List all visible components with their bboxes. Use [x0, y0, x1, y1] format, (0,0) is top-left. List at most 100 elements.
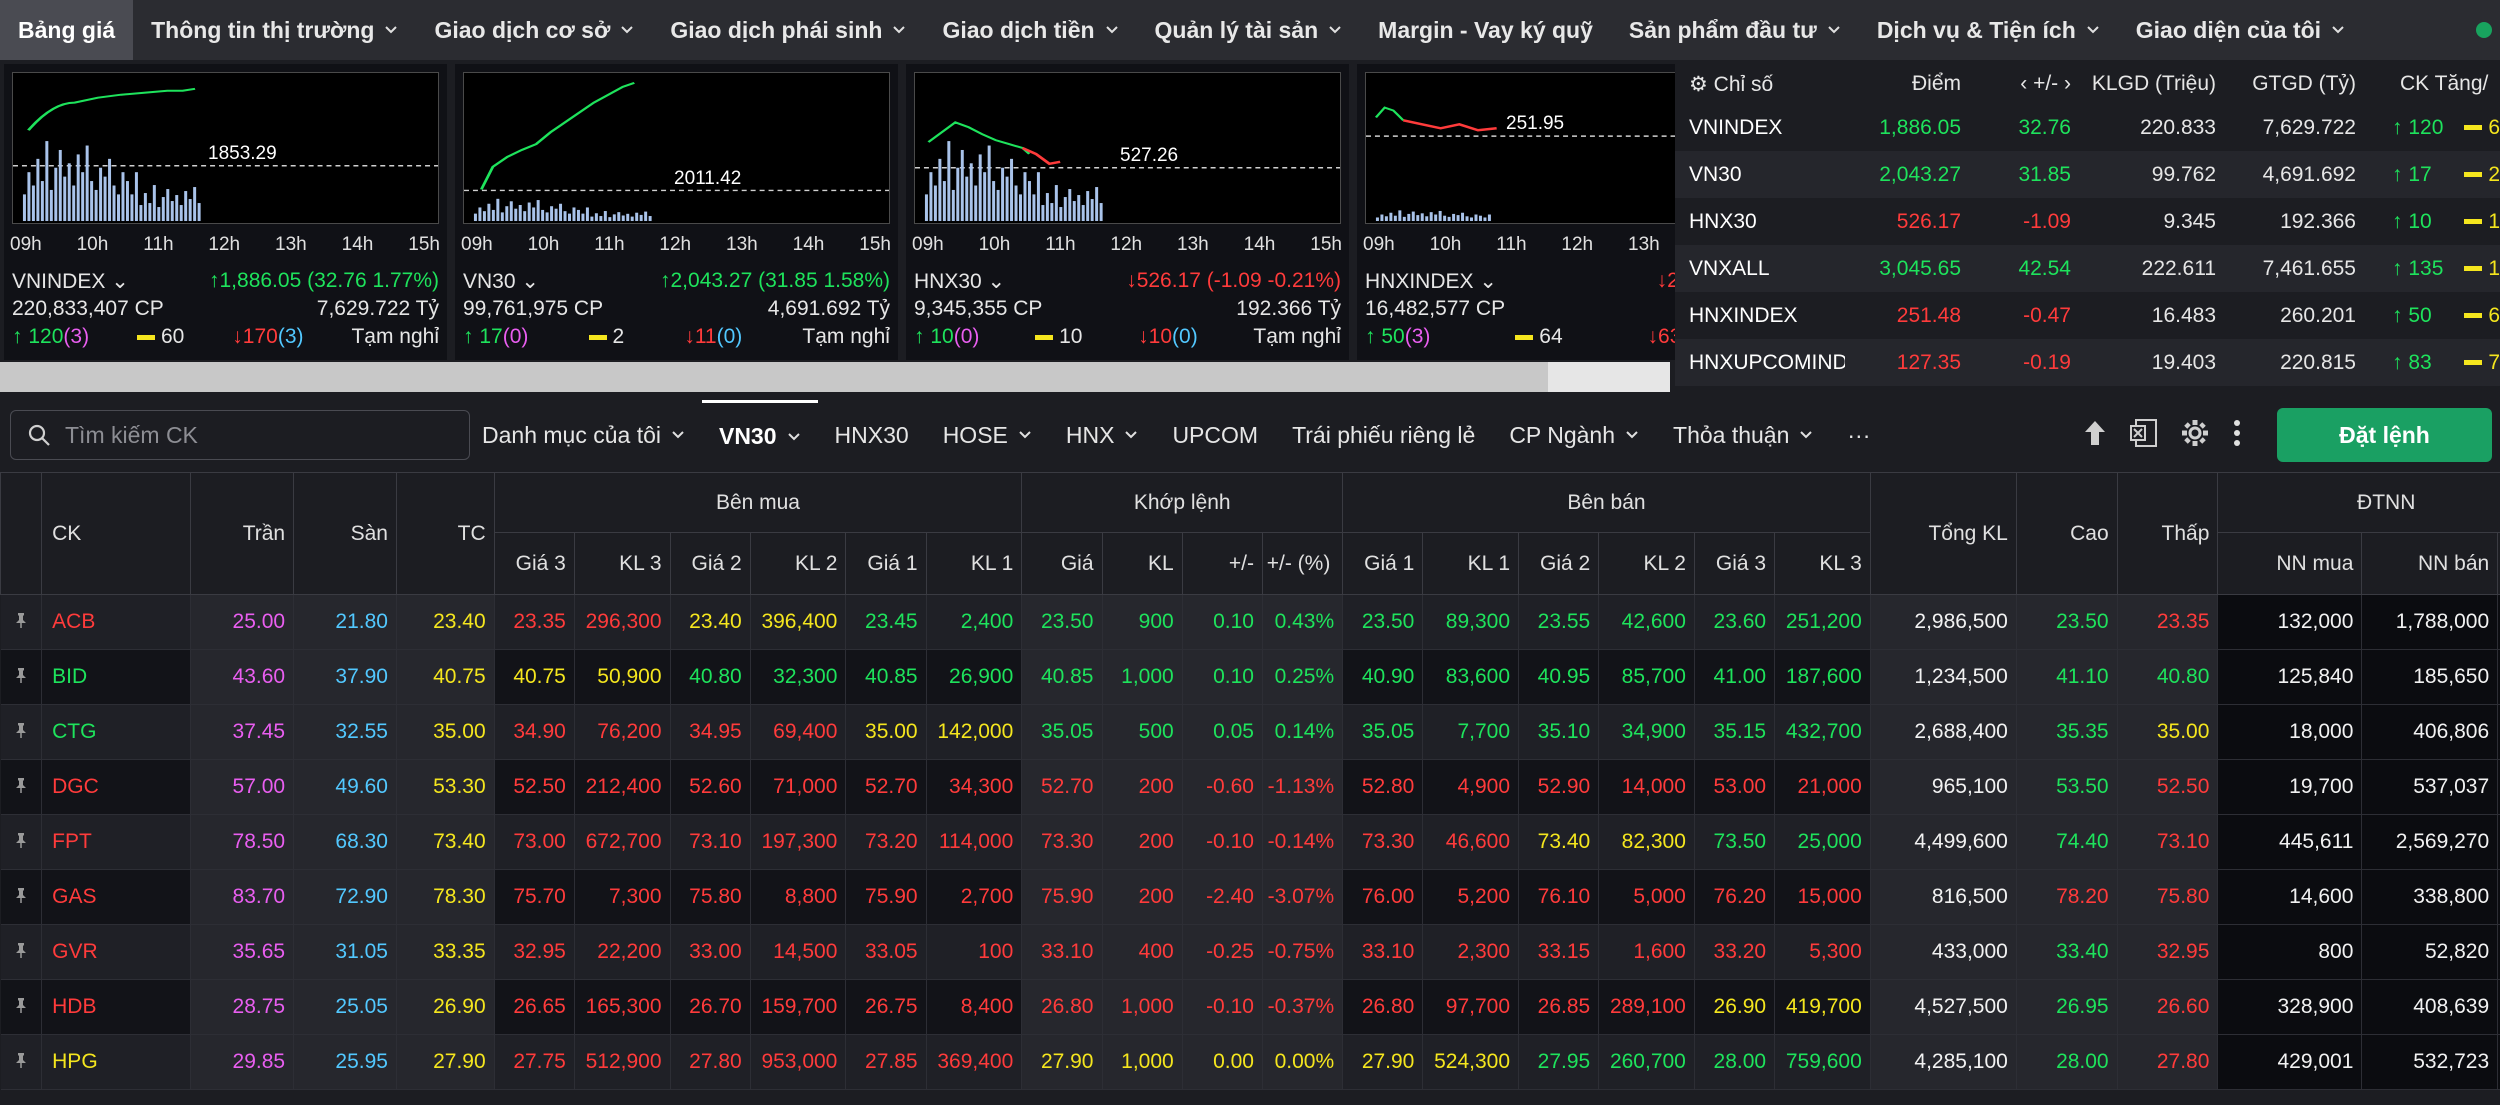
ask-1-price[interactable]: 33.10 — [1342, 924, 1424, 980]
ask-2-price[interactable]: 52.90 — [1518, 759, 1600, 815]
pin-cell[interactable] — [0, 704, 43, 760]
market-tab[interactable]: CP Ngành — [1492, 400, 1656, 470]
pin-cell[interactable] — [0, 1034, 43, 1090]
chevron-left-icon[interactable]: ‹ — [2020, 72, 2028, 95]
bid-2-price[interactable]: 26.70 — [670, 979, 751, 1035]
panel-index-name[interactable]: HNX30 ⌄ — [914, 269, 1005, 294]
pin-icon[interactable] — [14, 667, 28, 683]
index-panel[interactable]: 1853.29 09h 10h 11h 12h 13h 14h 15h VNINDEX ⌄ ↑1,… — [4, 64, 447, 360]
bid-2-price[interactable]: 23.40 — [670, 594, 751, 650]
stock-row[interactable]: FPT 78.50 68.30 73.40 73.00 672,700 73.10 197,3… — [0, 814, 2500, 870]
chevron-right-icon[interactable]: › — [2064, 72, 2071, 95]
pin-icon[interactable] — [14, 777, 28, 793]
stock-symbol[interactable]: CTG — [41, 704, 192, 760]
gear-icon[interactable]: ⚙ — [1689, 72, 1708, 96]
pin-cell[interactable] — [0, 924, 43, 980]
nav-item[interactable]: Giao dịch cơ sở — [416, 0, 652, 60]
nav-item[interactable]: Giao dịch tiền — [924, 0, 1136, 60]
match-price[interactable]: 73.30 — [1021, 814, 1103, 870]
nav-item[interactable]: Dịch vụ & Tiện ích — [1859, 0, 2118, 60]
bid-3-price[interactable]: 40.75 — [494, 649, 575, 705]
pin-cell[interactable] — [0, 814, 43, 870]
pin-cell[interactable] — [0, 759, 43, 815]
pin-icon[interactable] — [14, 997, 28, 1013]
nav-item[interactable]: Giao dịch phái sinh — [652, 0, 924, 60]
match-price[interactable]: 40.85 — [1021, 649, 1103, 705]
stock-symbol[interactable]: HDB — [41, 979, 192, 1035]
ask-1-price[interactable]: 26.80 — [1342, 979, 1424, 1035]
search-box[interactable] — [10, 410, 470, 460]
bid-3-price[interactable]: 23.35 — [494, 594, 575, 650]
market-tab[interactable]: Thỏa thuận — [1656, 400, 1830, 470]
bid-1-price[interactable]: 33.05 — [845, 924, 927, 980]
index-row[interactable]: VNINDEX 1,886.05 32.76 220.833 7,629.722 ↑ 12… — [1675, 104, 2500, 151]
pin-cell[interactable] — [0, 649, 43, 705]
pin-icon[interactable] — [14, 722, 28, 738]
ask-2-price[interactable]: 73.40 — [1518, 814, 1600, 870]
ask-3-price[interactable]: 33.20 — [1694, 924, 1776, 980]
bid-2-price[interactable]: 52.60 — [670, 759, 751, 815]
bid-3-price[interactable]: 73.00 — [494, 814, 575, 870]
stock-symbol[interactable]: BID — [41, 649, 192, 705]
bid-1-price[interactable]: 27.85 — [845, 1034, 927, 1090]
match-price[interactable]: 35.05 — [1021, 704, 1103, 760]
index-panel[interactable]: 527.26 09h 10h 11h 12h 13h 14h 15h HNX30 ⌄ ↓526.1… — [906, 64, 1349, 360]
nav-item[interactable]: Margin - Vay ký quỹ — [1360, 0, 1611, 60]
ask-2-price[interactable]: 23.55 — [1518, 594, 1600, 650]
bid-2-price[interactable]: 73.10 — [670, 814, 751, 870]
index-row[interactable]: VNXALL 3,045.65 42.54 222.611 7,461.655 ↑ 135… — [1675, 245, 2500, 292]
ask-3-price[interactable]: 41.00 — [1694, 649, 1776, 705]
ask-1-price[interactable]: 23.50 — [1342, 594, 1424, 650]
stock-symbol[interactable]: DGC — [41, 759, 192, 815]
index-panel[interactable]: 2011.42 09h 10h 11h 12h 13h 14h 15h VN30 ⌄ ↑2,043… — [455, 64, 898, 360]
market-tab[interactable]: UPCOM — [1155, 400, 1275, 470]
panel-index-name[interactable]: HNXINDEX ⌄ — [1365, 269, 1497, 294]
more-vertical-icon[interactable] — [2232, 418, 2242, 448]
ask-1-price[interactable]: 73.30 — [1342, 814, 1424, 870]
stock-row[interactable]: HDB 28.75 25.05 26.90 26.65 165,300 26.70 159,7… — [0, 979, 2500, 1035]
stock-row[interactable]: GAS 83.70 72.90 78.30 75.70 7,300 75.80 8,800 75… — [0, 869, 2500, 925]
bid-1-price[interactable]: 73.20 — [845, 814, 927, 870]
panel-index-name[interactable]: VN30 ⌄ — [463, 269, 539, 294]
ask-3-price[interactable]: 76.20 — [1694, 869, 1776, 925]
pin-icon[interactable] — [14, 612, 28, 628]
bid-3-price[interactable]: 27.75 — [494, 1034, 575, 1090]
market-tab[interactable]: ··· — [1830, 400, 1887, 470]
match-price[interactable]: 75.90 — [1021, 869, 1103, 925]
bid-1-price[interactable]: 26.75 — [845, 979, 927, 1035]
stock-symbol[interactable]: ACB — [41, 594, 192, 650]
match-price[interactable]: 52.70 — [1021, 759, 1103, 815]
market-tab[interactable]: Trái phiếu riêng lẻ — [1275, 400, 1492, 470]
ask-1-price[interactable]: 40.90 — [1342, 649, 1424, 705]
bid-2-price[interactable]: 40.80 — [670, 649, 751, 705]
pin-icon[interactable] — [14, 942, 28, 958]
stock-symbol[interactable]: FPT — [41, 814, 192, 870]
ask-1-price[interactable]: 27.90 — [1342, 1034, 1424, 1090]
stock-row[interactable]: HPG 29.85 25.95 27.90 27.75 512,900 27.80 953,0… — [0, 1034, 2500, 1090]
place-order-button[interactable]: Đặt lệnh — [2277, 408, 2492, 462]
stock-row[interactable]: ACB 25.00 21.80 23.40 23.35 296,300 23.40 396,4… — [0, 594, 2500, 650]
ask-3-price[interactable]: 53.00 — [1694, 759, 1776, 815]
ask-1-price[interactable]: 52.80 — [1342, 759, 1424, 815]
ask-2-price[interactable]: 27.95 — [1518, 1034, 1600, 1090]
ask-2-price[interactable]: 40.95 — [1518, 649, 1600, 705]
header-symbol[interactable]: CK — [41, 472, 192, 595]
stock-row[interactable]: BID 43.60 37.90 40.75 40.75 50,900 40.80 32,300… — [0, 649, 2500, 705]
panels-scrollbar-thumb[interactable] — [0, 362, 1548, 392]
ask-3-price[interactable]: 26.90 — [1694, 979, 1776, 1035]
stock-row[interactable]: DGC 57.00 49.60 53.30 52.50 212,400 52.60 71,00… — [0, 759, 2500, 815]
pin-icon[interactable] — [14, 1052, 28, 1068]
nav-item[interactable]: Thông tin thị trường — [133, 0, 416, 60]
pin-icon[interactable] — [14, 887, 28, 903]
ask-3-price[interactable]: 35.15 — [1694, 704, 1776, 760]
index-header-change[interactable]: ‹ +/- › — [2020, 72, 2071, 95]
ask-3-price[interactable]: 23.60 — [1694, 594, 1776, 650]
bid-3-price[interactable]: 32.95 — [494, 924, 575, 980]
bid-1-price[interactable]: 23.45 — [845, 594, 927, 650]
bid-1-price[interactable]: 40.85 — [845, 649, 927, 705]
match-price[interactable]: 26.80 — [1021, 979, 1103, 1035]
bid-1-price[interactable]: 75.90 — [845, 869, 927, 925]
market-tab[interactable]: VN30 — [701, 400, 818, 470]
bid-3-price[interactable]: 26.65 — [494, 979, 575, 1035]
